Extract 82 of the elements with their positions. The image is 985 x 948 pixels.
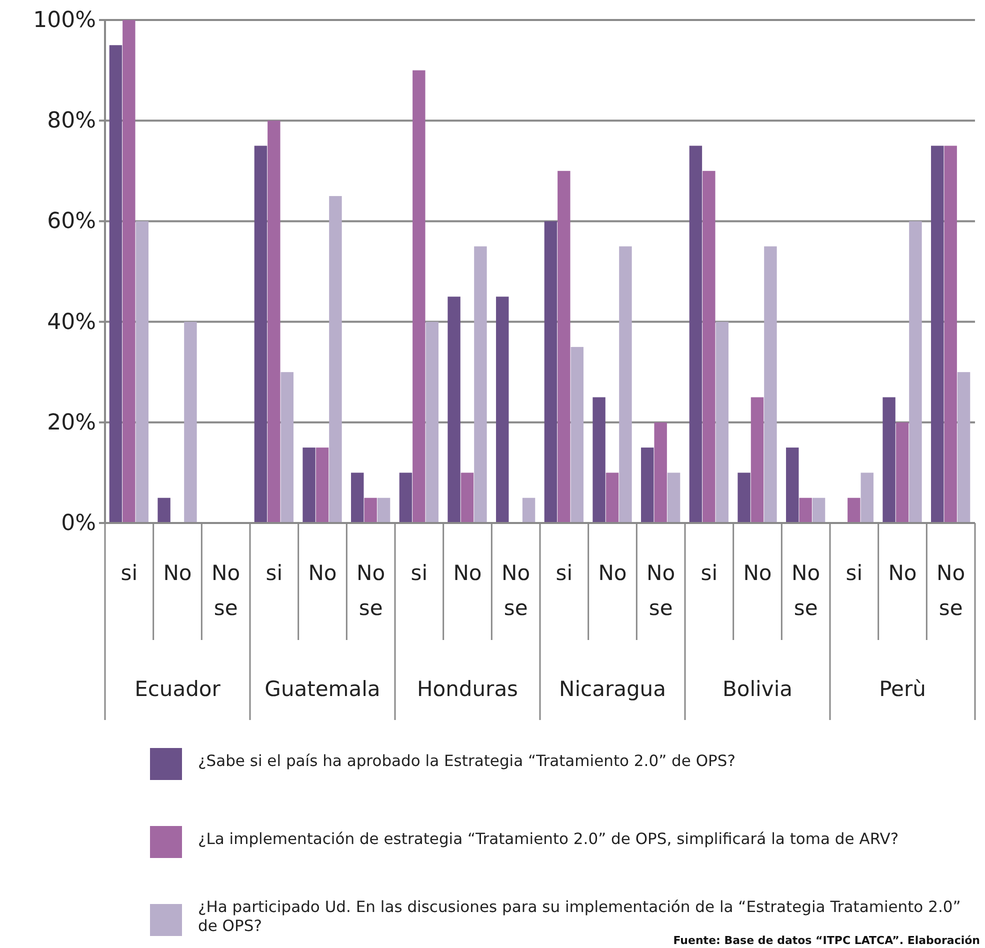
bar	[136, 221, 148, 523]
x-tick-label: si	[556, 561, 573, 585]
x-tick-label: No	[598, 561, 627, 585]
bar	[667, 472, 680, 523]
bar	[254, 146, 268, 523]
x-tick-label: si	[700, 561, 718, 585]
bar	[426, 322, 438, 523]
bar	[316, 448, 329, 523]
bar	[896, 422, 909, 523]
bar	[654, 422, 667, 523]
x-tick-label: No	[888, 561, 917, 585]
bar	[606, 472, 619, 523]
bar	[786, 448, 799, 523]
bar	[496, 296, 509, 523]
legend-label: ¿Ha participado Ud. En las discusiones para su implementación de la “Estrategia Tratamiento 2.0” de OPS?	[198, 898, 961, 935]
bar	[109, 45, 122, 523]
bar	[184, 322, 197, 523]
text: Guatemala	[264, 677, 380, 701]
bar	[158, 498, 170, 523]
bar	[377, 498, 390, 523]
bar	[702, 170, 716, 523]
x-tick-label: No	[163, 561, 192, 585]
bar	[619, 246, 632, 523]
source-note: Fuente: Base de datos “ITPC LATCA”. Elaboración	[673, 934, 980, 947]
bar	[522, 498, 536, 523]
bar	[329, 196, 342, 523]
x-tick-label: No se	[936, 561, 966, 620]
y-tick-label: 60%	[47, 209, 96, 234]
bar	[364, 498, 377, 523]
bar	[750, 397, 764, 523]
text: Bolivia	[722, 677, 793, 701]
x-tick-label: No se	[646, 561, 676, 620]
x-tick-label: si	[266, 561, 283, 585]
bar	[474, 246, 487, 523]
x-tick-label: No	[308, 561, 337, 585]
bar	[931, 146, 944, 523]
x-tick-label: si	[120, 561, 138, 585]
bar	[399, 472, 412, 523]
legend-label: ¿Sabe si el país ha aprobado la Estrategia “Tratamiento 2.0” de OPS?	[198, 752, 736, 770]
text: Ecuador	[134, 677, 221, 701]
bar	[641, 448, 654, 523]
legend-label: ¿La implementación de estrategia “Tratamiento 2.0” de OPS, simplificará la toma de ARV?	[198, 830, 899, 848]
bar	[544, 221, 558, 523]
x-tick-label: No	[743, 561, 772, 585]
x-tick-label: No se	[212, 561, 240, 620]
bar	[592, 397, 606, 523]
bar	[848, 498, 860, 523]
bar	[268, 120, 280, 523]
text: Perù	[879, 677, 926, 701]
bar	[738, 472, 750, 523]
bar	[812, 498, 826, 523]
x-tick-label: si	[846, 561, 863, 585]
bar	[122, 20, 136, 523]
bar	[412, 70, 426, 523]
bar	[860, 472, 874, 523]
bar	[799, 498, 812, 523]
bar	[280, 372, 294, 523]
bar	[716, 322, 728, 523]
y-tick-label: 80%	[47, 108, 96, 134]
bar	[570, 346, 584, 523]
bar	[558, 170, 570, 523]
bar	[460, 472, 474, 523]
bar	[764, 246, 777, 523]
x-tick-label: No	[453, 561, 482, 585]
bar	[448, 296, 460, 523]
x-tick-label: No se	[356, 561, 386, 620]
x-tick-label: si	[410, 561, 428, 585]
bar	[909, 221, 922, 523]
bar	[882, 397, 896, 523]
text: Nicaragua	[559, 677, 666, 701]
bar	[957, 372, 970, 523]
text: Honduras	[416, 677, 518, 701]
y-tick-label: 100%	[33, 8, 96, 34]
bar	[689, 146, 702, 523]
bar	[302, 448, 316, 523]
x-tick-label: No se	[502, 561, 530, 620]
x-tick-label: No se	[792, 561, 820, 620]
bar	[351, 472, 364, 523]
bar	[944, 146, 957, 523]
y-tick-label: 40%	[47, 310, 96, 335]
y-tick-label: 20%	[47, 410, 96, 436]
y-tick-label: 0%	[61, 511, 96, 536]
